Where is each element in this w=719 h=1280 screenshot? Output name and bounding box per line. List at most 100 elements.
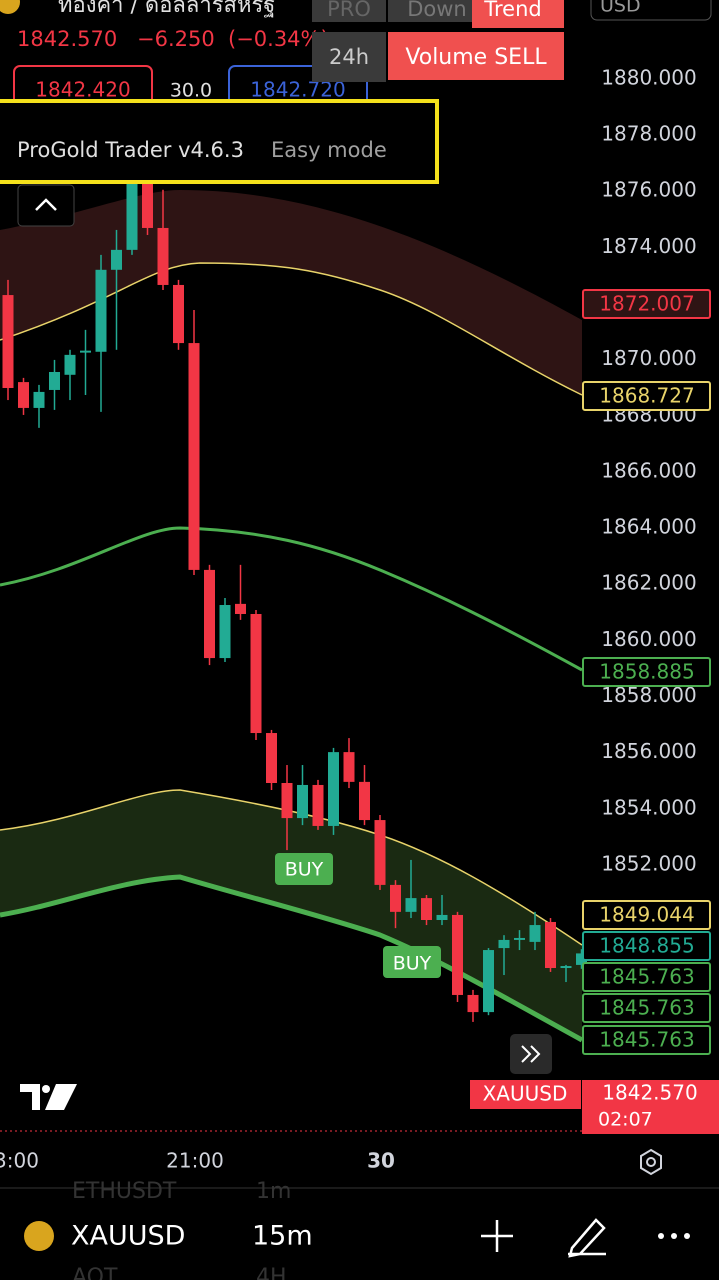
upper-band — [0, 190, 582, 395]
volume-label: Volume SELL — [405, 45, 547, 70]
currency-label: USD — [600, 0, 641, 17]
change-pct: (−0.34%) — [228, 27, 329, 51]
scroll-icon — [521, 1045, 541, 1063]
candle-body — [250, 613, 262, 734]
settings-icon-center — [646, 1157, 656, 1167]
y-tick-label: 1880.000 — [601, 65, 696, 89]
candle-body — [281, 782, 293, 819]
candle-body — [343, 752, 355, 782]
candle-body — [467, 994, 479, 1013]
candle-body — [405, 898, 417, 912]
candle-body — [64, 354, 76, 375]
candle-body — [219, 605, 231, 659]
lower-line — [0, 874, 584, 1043]
price-tag-label: 1849.044 — [599, 903, 694, 927]
x-tick-label: 21:00 — [166, 1149, 224, 1173]
trend-button[interactable] — [472, 0, 564, 28]
coin-icon — [24, 1221, 54, 1251]
y-axis: 1880.0001878.0001876.0001874.0001872.000… — [601, 65, 696, 875]
candle-body — [498, 939, 510, 949]
candle-body — [157, 227, 169, 285]
candle-body — [514, 937, 525, 940]
candle-body — [545, 921, 556, 969]
y-tick-label: 1878.000 — [601, 122, 696, 146]
countdown: 02:07 — [598, 1109, 653, 1131]
price-tag — [582, 993, 711, 1023]
price-tag-label: 1845.763 — [599, 1028, 694, 1052]
price-tag — [582, 657, 711, 687]
indicator-name: ProGold Trader v4.6.3 — [17, 138, 244, 162]
y-tick-label: 1856.000 — [601, 739, 696, 763]
y-tick-label: 1876.000 — [601, 178, 696, 202]
bottom-interval[interactable]: 15m — [252, 1221, 313, 1252]
candle-body — [421, 898, 432, 921]
last-symbol-tag — [470, 1080, 581, 1109]
symbol-name: ทองคำ / ดอลลาร์สหรัฐ — [58, 0, 275, 18]
candle-body — [80, 350, 91, 353]
candle-body — [18, 382, 29, 408]
price-tag — [582, 962, 711, 992]
candle-body — [390, 884, 401, 912]
tv-logo — [20, 1084, 77, 1110]
y-tick-label: 1874.000 — [601, 234, 696, 258]
price-tag-label: 1868.727 — [599, 384, 694, 408]
add-icon[interactable] — [481, 1220, 513, 1252]
down-label: Down — [407, 0, 467, 21]
down-button[interactable] — [388, 0, 472, 22]
settings-icon[interactable] — [640, 1148, 662, 1176]
last-price: 1842.570 — [602, 1081, 697, 1105]
price-tag-label: 1845.763 — [599, 996, 694, 1020]
x-tick-label: 30 — [367, 1149, 395, 1173]
volume-button[interactable] — [388, 32, 564, 80]
candle-body — [529, 925, 541, 942]
collapse-button[interactable] — [17, 184, 75, 227]
price-tag — [582, 900, 711, 930]
last-symbol: XAUUSD — [483, 1082, 568, 1106]
pro-button[interactable] — [312, 0, 386, 22]
buy-label: BUY — [285, 859, 324, 881]
price-tag-label: 1858.885 — [599, 660, 694, 684]
y-tick-label: 1864.000 — [601, 515, 696, 539]
more-icon[interactable] — [658, 1233, 690, 1239]
price-tag — [582, 931, 711, 961]
upper-line — [0, 262, 583, 396]
price-tag — [582, 289, 711, 319]
candle-body — [576, 953, 587, 965]
trend-label: Trend — [483, 0, 541, 21]
bottom-symbol[interactable]: XAUUSD — [71, 1221, 185, 1252]
candle-body — [560, 966, 572, 969]
currency-button[interactable] — [590, 0, 712, 21]
y-tick-label: 1860.000 — [601, 627, 696, 651]
candle-body — [328, 752, 339, 826]
middle-line — [0, 526, 583, 672]
y-tick-label: 1870.000 — [601, 346, 696, 370]
candle-body — [374, 820, 386, 885]
behind-symbol: ETHUSDT — [72, 1179, 177, 1204]
indicator-box — [0, 99, 439, 184]
behind-symbol: AOT — [72, 1265, 118, 1280]
candle-body — [95, 269, 107, 352]
coin-icon — [0, 0, 20, 14]
price-tag-label: 1848.855 — [599, 934, 694, 958]
draw-icon[interactable] — [568, 1218, 606, 1258]
candle-body — [235, 603, 246, 614]
price-tag — [582, 381, 711, 411]
candle-body — [204, 569, 215, 659]
collapse-icon — [35, 198, 57, 211]
y-tick-label: 1854.000 — [601, 795, 696, 819]
buy-label: BUY — [393, 953, 432, 975]
candle-body — [452, 914, 463, 995]
candle-body — [483, 950, 494, 1013]
y-tick-label: 1858.000 — [601, 683, 696, 707]
y-tick-label: 1852.000 — [601, 851, 696, 875]
candle-body — [2, 295, 14, 388]
candle-body — [188, 343, 200, 570]
pro-label: PRO — [327, 0, 371, 21]
behind-interval: 1m — [256, 1179, 291, 1204]
tv-logo-dot — [42, 1085, 50, 1093]
h24-button[interactable] — [312, 32, 386, 82]
last-price-tag — [582, 1080, 719, 1134]
price-tag-label: 1845.763 — [599, 965, 694, 989]
price: 1842.570 — [17, 27, 117, 51]
